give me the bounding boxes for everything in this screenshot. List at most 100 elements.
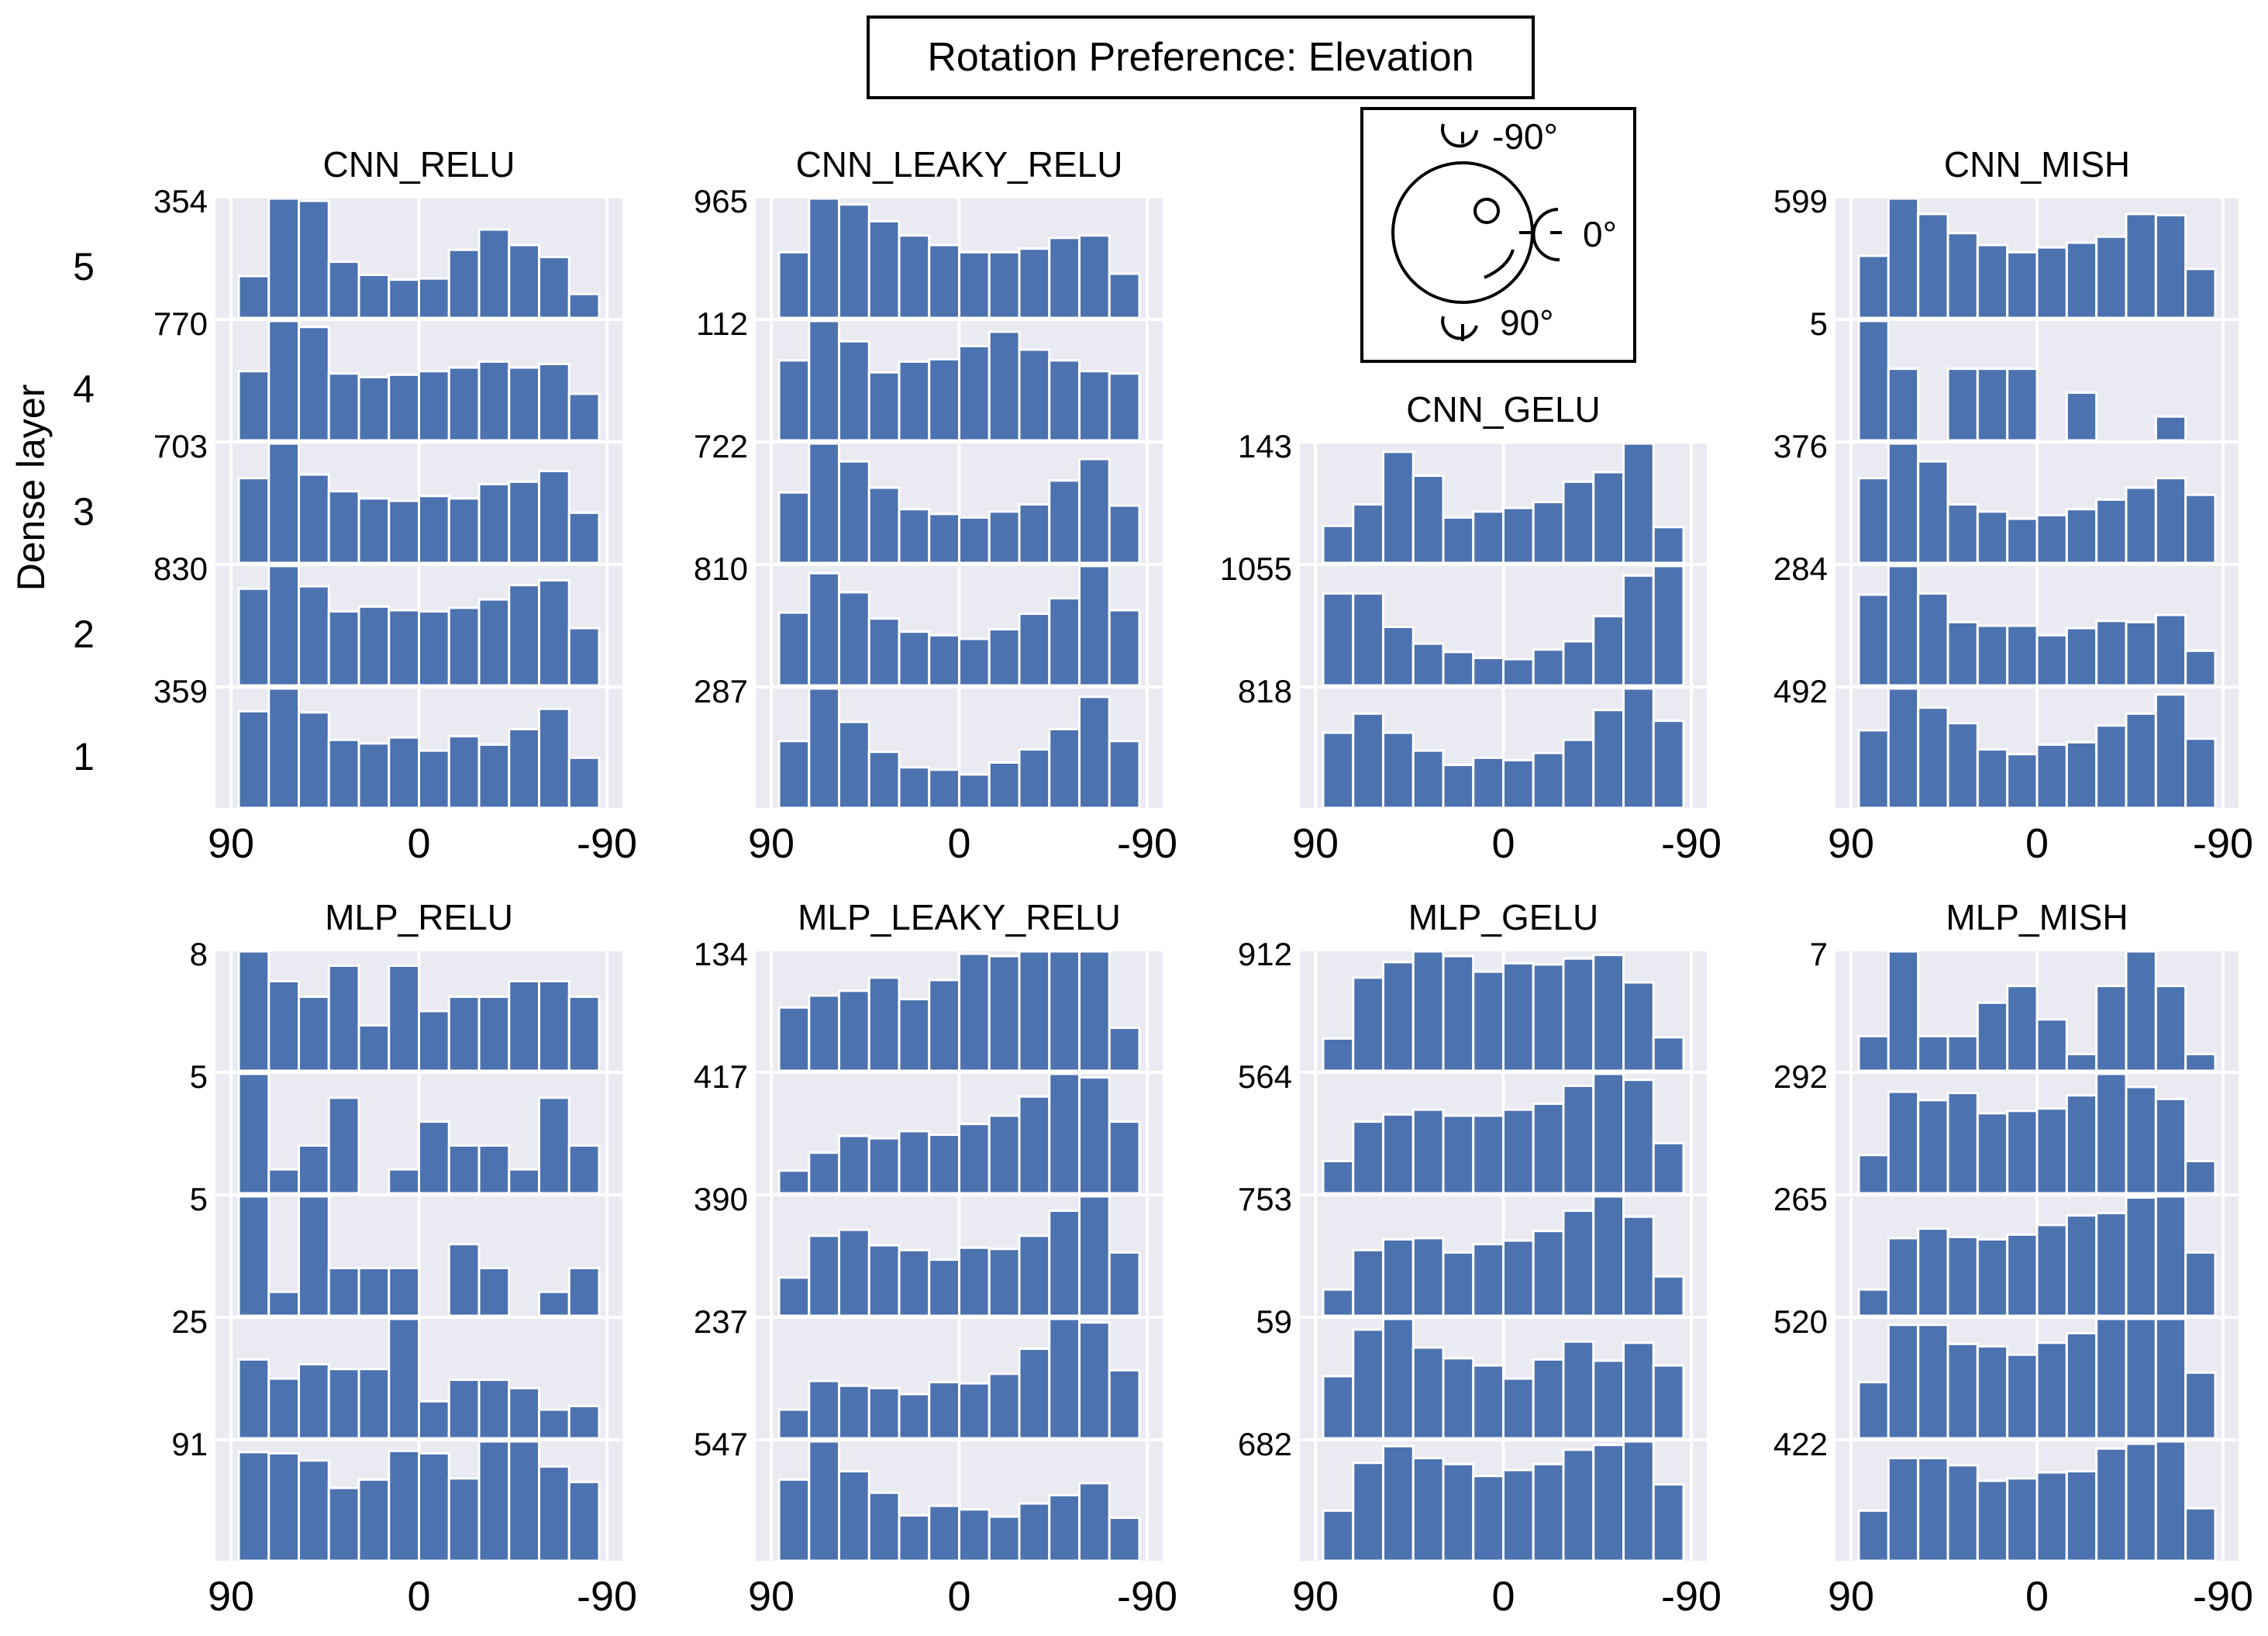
histogram-bar bbox=[538, 362, 570, 442]
histogram-bar bbox=[988, 628, 1021, 687]
histogram-bar bbox=[2184, 737, 2217, 809]
histogram-bar bbox=[2184, 1371, 2217, 1440]
histogram-bar bbox=[1048, 727, 1081, 809]
histogram-bar bbox=[1382, 626, 1415, 687]
histogram-bar bbox=[1048, 1209, 1081, 1317]
histogram-bar bbox=[1887, 1237, 1920, 1317]
histogram-bar bbox=[867, 1491, 901, 1562]
histogram-bar bbox=[2095, 1447, 2128, 1562]
top-rotation-arrow bbox=[1441, 123, 1478, 148]
histogram-bar bbox=[508, 727, 540, 809]
histogram-bar bbox=[1352, 1328, 1384, 1440]
histogram-bar bbox=[298, 711, 330, 809]
histogram-bar bbox=[1502, 658, 1535, 687]
histogram-bar bbox=[1917, 1324, 1949, 1440]
histogram-bar bbox=[298, 1144, 330, 1195]
histogram-bar bbox=[2006, 624, 2039, 687]
histogram-bar bbox=[477, 228, 511, 319]
histogram-bar bbox=[1048, 1317, 1081, 1440]
histogram-bar bbox=[928, 357, 960, 442]
histogram-bar bbox=[1622, 1215, 1655, 1317]
histogram-bar bbox=[867, 371, 901, 442]
histogram-bar bbox=[2006, 753, 2039, 809]
histogram-bar bbox=[357, 605, 391, 687]
histogram-bar bbox=[1857, 593, 1890, 687]
histogram-bar bbox=[867, 1244, 901, 1317]
histogram-bar bbox=[1472, 1475, 1505, 1562]
histogram-bar bbox=[267, 1377, 300, 1440]
histogram-bar bbox=[1442, 954, 1475, 1072]
histogram-bar bbox=[508, 243, 540, 319]
histogram-bar bbox=[2154, 1097, 2187, 1195]
histogram-bar bbox=[2184, 1251, 2217, 1317]
histogram-bar bbox=[2154, 693, 2187, 809]
histogram-bar bbox=[958, 344, 991, 442]
panel-title: MLP_MISH bbox=[1946, 897, 2128, 937]
histogram-bar bbox=[388, 1449, 420, 1562]
histogram-bar bbox=[298, 996, 330, 1072]
layer-2-subplot bbox=[1300, 1317, 1707, 1440]
histogram-bar bbox=[958, 1382, 991, 1440]
histogram-bar bbox=[1018, 503, 1051, 564]
histogram-bar bbox=[1108, 1251, 1141, 1317]
layer-1-subplot bbox=[1835, 687, 2239, 809]
y-tick-label: 284 bbox=[1773, 551, 1828, 587]
histogram-bar bbox=[1946, 503, 1979, 564]
histogram-bar bbox=[327, 490, 360, 564]
y-tick-label: 770 bbox=[153, 305, 208, 342]
y-tick-label: 292 bbox=[1773, 1058, 1828, 1095]
histogram-bar bbox=[1532, 500, 1565, 564]
layer-1-subplot bbox=[1300, 1440, 1707, 1562]
histogram-bar bbox=[1532, 751, 1565, 809]
histogram-bar bbox=[2006, 1110, 2039, 1195]
histogram-bar bbox=[388, 1266, 420, 1317]
histogram-bar bbox=[808, 994, 840, 1072]
histogram-bar bbox=[958, 637, 991, 687]
histogram-bar bbox=[388, 1168, 420, 1195]
histogram-bar bbox=[1917, 706, 1949, 809]
histogram-bar bbox=[777, 491, 811, 564]
histogram-bar bbox=[1322, 1037, 1355, 1072]
histogram-bar bbox=[928, 243, 960, 319]
x-tick-label: 0 bbox=[1491, 820, 1515, 867]
panel-title: MLP_LEAKY_RELU bbox=[798, 897, 1121, 937]
histogram-bar bbox=[1622, 1440, 1655, 1562]
x-tick-label: 0 bbox=[947, 820, 970, 867]
histogram-bar bbox=[1078, 1321, 1111, 1440]
histogram-bar bbox=[237, 1072, 271, 1195]
histogram-bar bbox=[928, 633, 960, 687]
y-tick-label: 359 bbox=[153, 673, 208, 709]
histogram-bar bbox=[1382, 450, 1415, 564]
histogram-bar bbox=[2184, 267, 2217, 319]
histogram-bar bbox=[1592, 954, 1625, 1072]
histogram-bar bbox=[2065, 241, 2098, 319]
histogram-bar bbox=[1502, 961, 1535, 1072]
y-tick-label: 5 bbox=[190, 1058, 208, 1095]
histogram-bar bbox=[1946, 1342, 1979, 1440]
histogram-bar bbox=[447, 1379, 481, 1440]
histogram-bar bbox=[808, 197, 840, 319]
histogram-bar bbox=[1048, 359, 1081, 442]
histogram-bar bbox=[357, 497, 391, 564]
x-tick-label: -90 bbox=[577, 1573, 637, 1620]
histogram-bar bbox=[1078, 1482, 1111, 1562]
histogram-bar bbox=[1442, 1114, 1475, 1195]
histogram-bar bbox=[928, 1504, 960, 1562]
histogram-bar bbox=[508, 366, 540, 442]
histogram-bar bbox=[2125, 1442, 2157, 1562]
histogram-bar bbox=[1442, 1357, 1475, 1440]
histogram-bar bbox=[1562, 1209, 1595, 1317]
histogram-bar bbox=[2006, 985, 2039, 1072]
histogram-bar bbox=[958, 250, 991, 319]
histogram-bar bbox=[327, 738, 360, 809]
histogram-bar bbox=[1078, 950, 1111, 1072]
y-tick-label: 564 bbox=[1238, 1058, 1292, 1095]
rotation-inset-diagram bbox=[1360, 107, 1636, 363]
histogram-bar bbox=[2154, 1440, 2187, 1562]
histogram-bar bbox=[2125, 486, 2157, 564]
histogram-bar bbox=[838, 1228, 870, 1317]
histogram-bar bbox=[1976, 243, 2009, 319]
panel-mlp-leaky-relu bbox=[756, 950, 1163, 1562]
histogram-bar bbox=[958, 1123, 991, 1195]
histogram-bar bbox=[1442, 516, 1475, 564]
